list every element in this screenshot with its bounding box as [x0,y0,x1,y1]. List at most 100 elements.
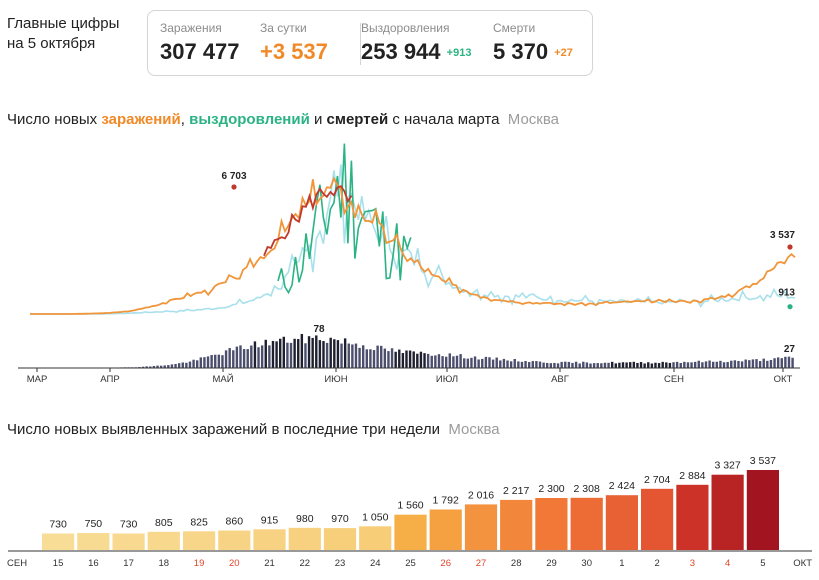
deaths-bar [701,362,704,368]
deaths-bar [712,361,715,368]
deaths-bar [419,351,423,368]
new-cases-bar [112,533,145,550]
chart1-month-label: МАР [27,374,48,385]
stat-per-day: За сутки +3 537 [260,21,328,65]
deaths-bar [293,338,296,368]
new-cases-bar [77,533,110,550]
deaths-bar [675,361,679,368]
deaths-bar [766,360,769,368]
deaths-bar [387,351,390,368]
deaths-bar [730,360,733,368]
deaths-bar [578,363,581,368]
new-cases-bar [253,529,286,550]
deaths-bar [203,357,206,368]
chart2-day-label: 24 [370,558,381,569]
new-cases-bar-label: 970 [331,513,349,525]
deaths-bar [632,361,636,368]
new-cases-bar-label: 825 [190,516,208,528]
stat-infections-label: Заражения [160,21,222,35]
stat-per-day-value: +3 537 [260,39,328,64]
new-cases-bar [464,504,498,550]
deaths-bar [744,359,747,368]
infections-line-peak [263,185,353,257]
deaths-bar [527,362,531,368]
deaths-bar [199,357,203,368]
recoveries-line-light [30,164,796,315]
deaths-bar [603,362,607,368]
deaths-bar [192,359,195,368]
deaths-bar [264,339,267,368]
deaths-bar [224,350,228,368]
chart2-title-text: Число новых выявленных заражений в после… [7,421,441,438]
deaths-bar [520,361,524,368]
deaths-bar [177,363,181,368]
deaths-bar [484,356,488,368]
deaths-bar [174,363,177,368]
page-title: Главные цифры на 5 октября [7,14,119,54]
deaths-bar [405,350,408,368]
deaths-bar [733,360,737,368]
deaths-bar [297,339,300,368]
deaths-bar [282,336,285,368]
deaths-bar [336,340,340,368]
deaths-bar [621,362,625,368]
deaths-bar [693,361,697,368]
chart2-day-label: 16 [88,558,99,569]
deaths-bar [513,358,516,368]
deaths-bar [546,362,549,368]
chart2-title-city: Москва [448,421,500,438]
deaths-bar [491,359,495,368]
deaths-bar [592,363,596,368]
deaths-bar [639,362,643,368]
chart1-title-and: и [309,111,327,128]
deaths-bar [361,345,365,368]
deaths-bar [495,357,498,368]
stat-deaths-delta: +27 [554,47,573,59]
chart2-day-label: 18 [159,558,170,569]
infections-peak-label: 6 703 [221,171,246,182]
deaths-bar [679,363,682,368]
chart2-day-label: 17 [123,558,134,569]
stat-recovered-value: 253 944 [361,39,441,64]
deaths-bar [437,354,441,368]
deaths-bar [257,347,260,368]
deaths-bar [755,359,758,368]
chart2-day-label: 25 [405,558,416,569]
deaths-bar [477,359,480,368]
chart2-day-label: 3 [690,558,695,569]
deaths-bar [650,363,654,368]
deaths-bar [217,354,221,368]
deaths-bar [776,357,780,368]
deaths-peak-label: 78 [313,324,325,335]
deaths-bar [376,345,379,368]
deaths-bar [307,336,311,368]
deaths-bar [672,362,675,368]
deaths-bar [589,363,592,368]
deaths-bar [426,353,430,368]
new-cases-bar-label: 2 308 [574,483,600,495]
deaths-bar [394,351,397,368]
deaths-bar [661,361,664,368]
chart1-month-label: ИЮЛ [436,374,458,385]
deaths-bar [791,357,794,368]
deaths-bar [221,355,224,368]
deaths-bar [751,359,755,368]
deaths-bar [488,357,491,368]
deaths-bar [647,362,650,368]
new-cases-bar [394,514,427,550]
deaths-bar [369,349,372,368]
new-cases-bar-label: 2 016 [468,489,494,501]
new-cases-bar-label: 915 [261,514,279,526]
chart2-day-label: 19 [194,558,205,569]
infections-last-dot [787,244,793,250]
deaths-bar [250,345,253,368]
deaths-bar [340,343,343,368]
deaths-bar [163,365,166,368]
deaths-bar [455,355,459,368]
stat-deaths: Смерти 5 370 +27 [493,21,573,65]
deaths-bar [210,354,213,368]
deaths-bar [726,362,729,368]
deaths-bar [704,361,708,368]
new-cases-bar-label: 1 050 [362,511,388,523]
